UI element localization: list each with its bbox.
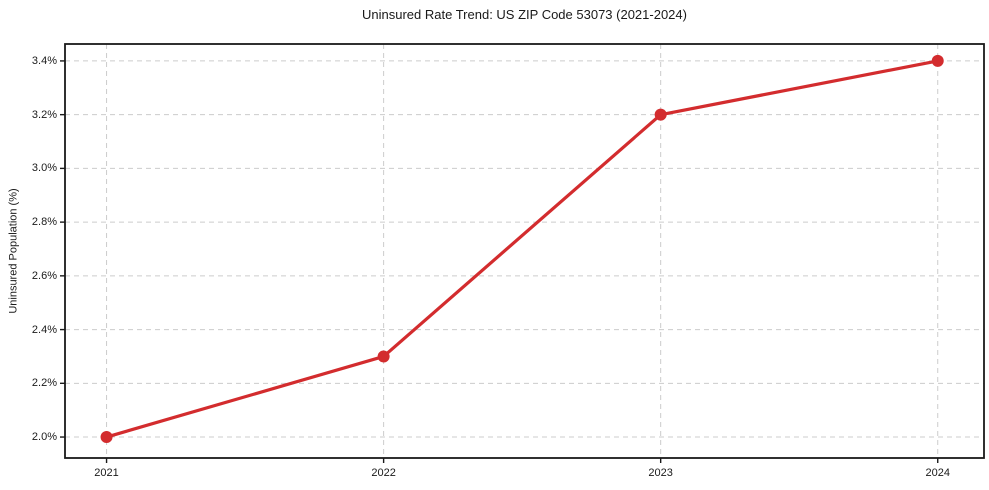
y-tick-label: 3.0% [31, 162, 57, 175]
y-tick-label: 2.6% [31, 269, 57, 282]
y-tick-label: 2.8% [31, 216, 57, 229]
data-point [100, 431, 113, 444]
x-tick-label: 2023 [648, 467, 673, 479]
y-tick-label: 2.2% [31, 377, 57, 390]
x-tick-label: 2022 [371, 467, 396, 479]
y-tick-label: 2.4% [31, 323, 57, 336]
x-tick-label: 2021 [94, 467, 119, 479]
y-tick-label: 2.0% [31, 431, 57, 444]
y-tick-label: 3.2% [31, 108, 57, 121]
plot-border [64, 43, 985, 459]
data-point [931, 54, 944, 67]
y-tick-label: 3.4% [31, 54, 57, 67]
trend-line [104, 59, 940, 439]
x-tick-label: 2024 [925, 467, 950, 479]
data-point [654, 108, 667, 121]
chart-title: Uninsured Rate Trend: US ZIP Code 53073 … [362, 7, 687, 22]
data-point [377, 350, 390, 363]
